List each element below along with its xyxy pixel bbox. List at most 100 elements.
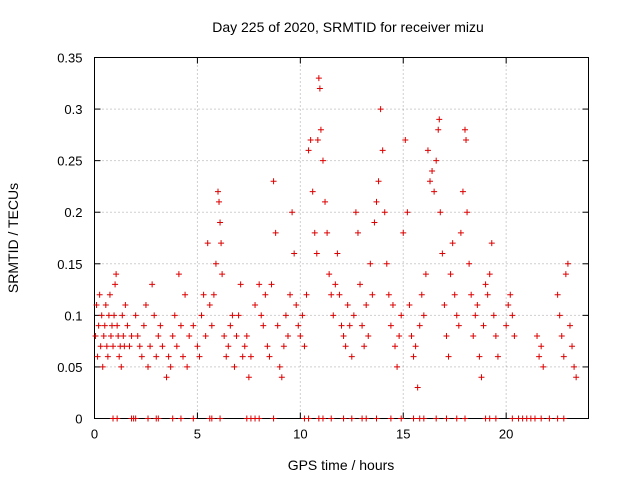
data-point <box>443 415 450 422</box>
data-point <box>433 157 440 164</box>
data-point <box>272 229 279 236</box>
data-point <box>309 188 316 195</box>
data-point <box>375 178 382 185</box>
data-point <box>169 415 176 422</box>
data-point <box>443 332 450 339</box>
data-point <box>410 415 417 422</box>
data-point <box>204 240 211 247</box>
data-point <box>120 332 127 339</box>
data-point <box>99 363 106 370</box>
data-point <box>208 415 215 422</box>
data-point <box>492 415 499 422</box>
data-point <box>571 363 578 370</box>
data-point <box>287 291 294 298</box>
data-point <box>373 415 380 422</box>
data-point <box>153 353 160 360</box>
x-axis-title: GPS time / hours <box>288 457 395 473</box>
data-point <box>424 147 431 154</box>
data-point <box>142 302 149 309</box>
y-axis: 0 0.05 0.1 0.15 0.2 0.25 0.3 0.35 <box>57 51 589 427</box>
data-point <box>289 209 296 216</box>
data-point <box>472 312 479 319</box>
data-point <box>190 415 197 422</box>
data-point <box>305 147 312 154</box>
data-point <box>410 353 417 360</box>
data-point <box>462 415 468 422</box>
y-tick-label: 0 <box>75 412 82 427</box>
data-point <box>114 415 121 422</box>
data-point <box>149 281 156 288</box>
data-point <box>315 75 322 82</box>
data-point <box>354 229 361 236</box>
data-point <box>145 415 152 422</box>
data-point <box>177 415 184 422</box>
data-point <box>219 271 226 278</box>
data-point <box>317 126 324 133</box>
data-point <box>111 312 118 319</box>
data-point <box>562 271 569 278</box>
x-tick-label: 20 <box>499 427 513 442</box>
data-point <box>233 332 240 339</box>
data-point <box>348 353 355 360</box>
data-point <box>305 415 312 422</box>
data-point <box>455 322 462 329</box>
data-point <box>311 229 318 236</box>
data-point <box>247 353 254 360</box>
data-point <box>295 322 302 329</box>
data-point <box>338 322 345 329</box>
data-point <box>330 312 337 319</box>
data-point <box>540 363 547 370</box>
data-point <box>110 343 117 350</box>
data-point <box>112 281 119 288</box>
data-point <box>398 312 405 319</box>
data-point <box>569 343 576 350</box>
data-point <box>566 322 573 329</box>
data-point <box>167 363 174 370</box>
data-point <box>291 250 298 257</box>
data-point <box>474 302 481 309</box>
data-point <box>441 302 448 309</box>
data-point <box>256 281 263 288</box>
data-point <box>478 374 485 381</box>
data-point <box>138 353 145 360</box>
data-point <box>385 291 392 298</box>
data-point <box>101 322 108 329</box>
data-point <box>379 147 386 154</box>
data-point <box>169 332 176 339</box>
data-point <box>447 271 454 278</box>
data-point <box>227 322 234 329</box>
data-point <box>556 312 563 319</box>
data-point <box>416 322 423 329</box>
data-point <box>494 353 501 360</box>
data-point <box>431 188 438 195</box>
data-point <box>262 291 269 298</box>
data-point <box>190 322 197 329</box>
data-point <box>122 302 129 309</box>
data-point <box>108 322 115 329</box>
data-point <box>270 415 277 422</box>
data-point <box>429 167 436 174</box>
data-point <box>239 353 246 360</box>
data-point <box>377 106 384 113</box>
data-point <box>155 415 162 422</box>
y-axis-title: SRMTID / TECUs <box>5 183 21 293</box>
data-point <box>116 353 123 360</box>
data-point <box>418 291 425 298</box>
data-point <box>373 198 380 205</box>
data-point <box>324 229 331 236</box>
data-point <box>342 343 349 350</box>
data-point <box>546 415 553 422</box>
data-point <box>459 188 466 195</box>
data-point <box>264 343 271 350</box>
data-point <box>369 291 376 298</box>
data-point <box>103 343 110 350</box>
data-point <box>316 85 323 92</box>
x-tick-label: 15 <box>396 427 410 442</box>
data-point <box>106 291 113 298</box>
y-tick-label: 0.05 <box>57 360 82 375</box>
data-point <box>511 332 518 339</box>
data-point <box>437 209 444 216</box>
data-point <box>157 322 164 329</box>
data-point <box>102 302 109 309</box>
